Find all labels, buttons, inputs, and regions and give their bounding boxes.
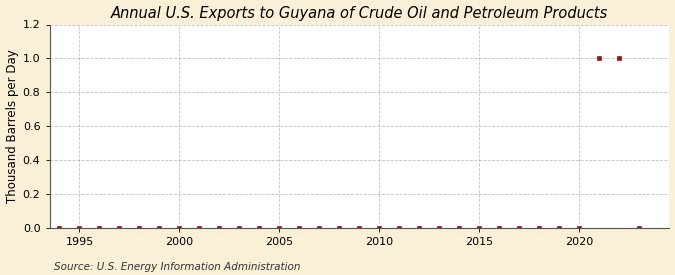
Y-axis label: Thousand Barrels per Day: Thousand Barrels per Day	[5, 50, 18, 203]
Text: Source: U.S. Energy Information Administration: Source: U.S. Energy Information Administ…	[54, 262, 300, 272]
Title: Annual U.S. Exports to Guyana of Crude Oil and Petroleum Products: Annual U.S. Exports to Guyana of Crude O…	[111, 6, 608, 21]
